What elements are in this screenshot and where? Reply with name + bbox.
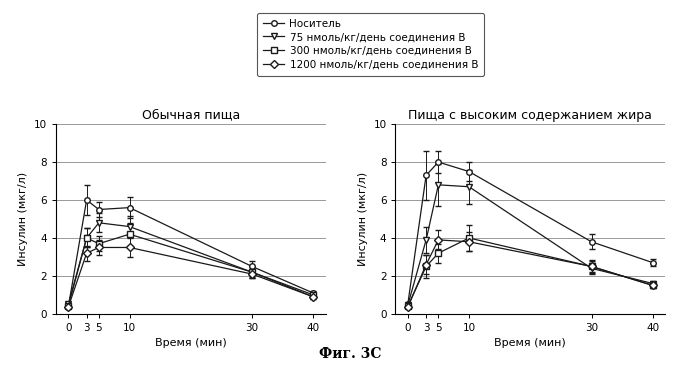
Title: Обычная пища: Обычная пища [141,108,240,122]
X-axis label: Время (мин): Время (мин) [494,338,566,349]
X-axis label: Время (мин): Время (мин) [155,338,227,349]
Legend: Носитель, 75 нмоль/кг/день соединения В, 300 нмоль/кг/день соединения В, 1200 нм: Носитель, 75 нмоль/кг/день соединения В,… [257,12,484,76]
Y-axis label: Инсулин (мкг/л): Инсулин (мкг/л) [358,172,368,266]
Title: Пища с высоким содержанием жира: Пища с высоким содержанием жира [408,108,652,122]
Y-axis label: Инсулин (мкг/л): Инсулин (мкг/л) [18,172,28,266]
Text: Фиг. 3С: Фиг. 3С [318,347,382,361]
